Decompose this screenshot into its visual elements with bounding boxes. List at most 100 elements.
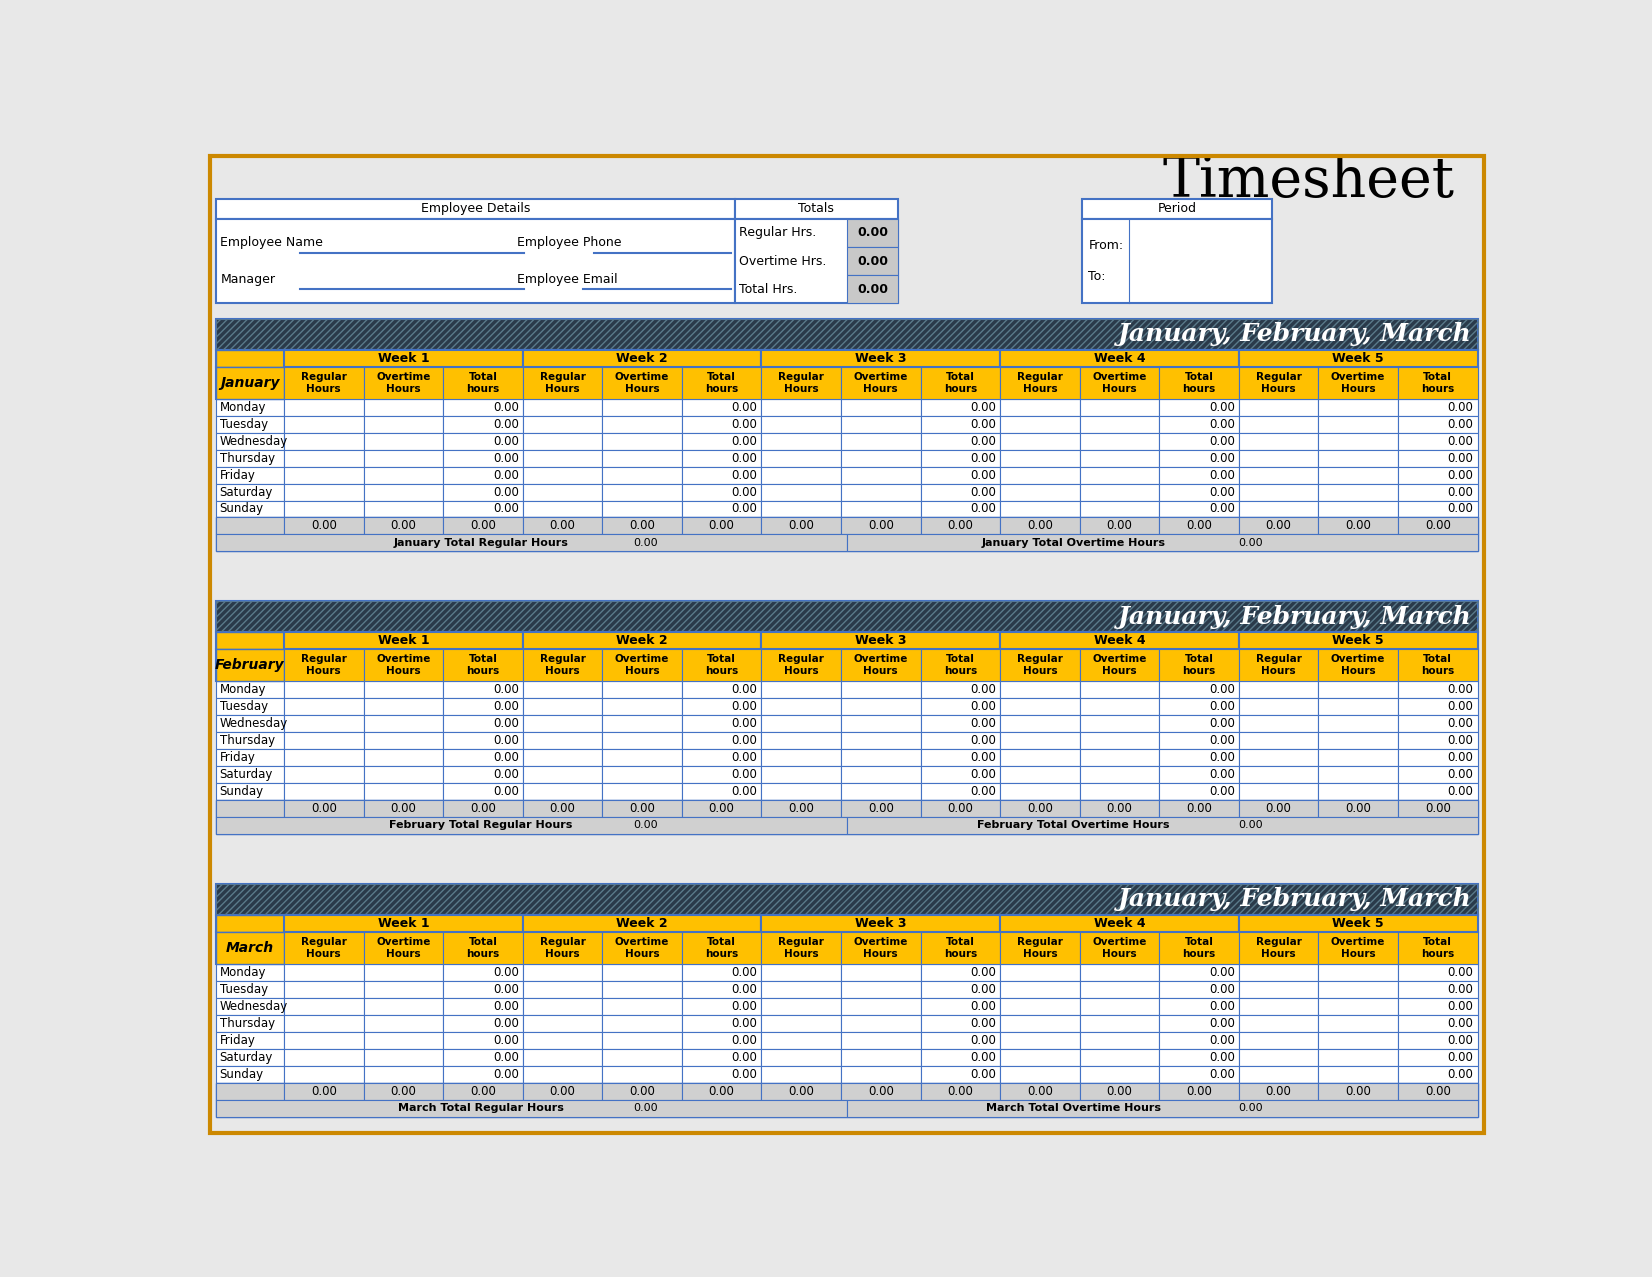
Bar xyxy=(999,484,1080,501)
Bar xyxy=(216,799,284,817)
Bar xyxy=(216,884,1477,914)
Bar xyxy=(920,649,999,682)
Bar xyxy=(999,1032,1080,1048)
Bar xyxy=(603,517,682,534)
Text: 0.00: 0.00 xyxy=(1209,469,1236,481)
Bar xyxy=(443,981,522,997)
Bar xyxy=(762,964,841,981)
Bar xyxy=(841,1015,920,1032)
Bar xyxy=(216,732,284,750)
Text: Overtime
Hours: Overtime Hours xyxy=(1332,937,1386,959)
Bar xyxy=(762,766,841,783)
Text: 0.00: 0.00 xyxy=(970,1000,996,1013)
Text: 0.00: 0.00 xyxy=(788,520,814,533)
Bar xyxy=(522,699,603,715)
Bar xyxy=(522,1066,603,1083)
Text: 0.00: 0.00 xyxy=(867,802,894,815)
Bar xyxy=(1080,1032,1160,1048)
Bar xyxy=(443,750,522,766)
Bar xyxy=(1080,964,1160,981)
Bar xyxy=(284,484,363,501)
Text: 0.00: 0.00 xyxy=(492,983,519,996)
Bar xyxy=(1160,1015,1239,1032)
Bar xyxy=(284,914,522,932)
Bar xyxy=(1080,398,1160,416)
Text: Total
hours: Total hours xyxy=(705,655,738,676)
Bar xyxy=(216,1099,847,1116)
Text: Week 5: Week 5 xyxy=(1332,635,1384,647)
Bar xyxy=(1239,450,1318,466)
Text: 0.00: 0.00 xyxy=(311,802,337,815)
Bar xyxy=(682,783,762,799)
Bar xyxy=(1398,1048,1477,1066)
Text: 0.00: 0.00 xyxy=(970,769,996,782)
Bar xyxy=(363,1015,443,1032)
Text: 0.00: 0.00 xyxy=(1447,718,1474,730)
Bar xyxy=(216,601,1477,632)
Bar xyxy=(603,997,682,1015)
Bar xyxy=(216,350,1477,366)
Bar xyxy=(1239,649,1318,682)
Bar xyxy=(216,932,1477,964)
Bar xyxy=(284,433,363,450)
Text: 0.00: 0.00 xyxy=(492,769,519,782)
Bar xyxy=(999,398,1080,416)
Bar xyxy=(363,715,443,732)
Bar xyxy=(1080,450,1160,466)
Text: 0.00: 0.00 xyxy=(732,1068,758,1080)
Bar xyxy=(284,699,363,715)
Text: Friday: Friday xyxy=(220,1034,256,1047)
Bar xyxy=(284,398,363,416)
Bar xyxy=(603,1048,682,1066)
Bar xyxy=(682,964,762,981)
Bar xyxy=(603,732,682,750)
Text: Saturday: Saturday xyxy=(220,769,273,782)
Bar xyxy=(1160,1048,1239,1066)
Text: 0.00: 0.00 xyxy=(732,751,758,764)
Text: Sunday: Sunday xyxy=(220,785,264,798)
Text: 0.00: 0.00 xyxy=(1028,520,1052,533)
Text: Total
hours: Total hours xyxy=(466,372,499,393)
Bar xyxy=(522,484,603,501)
Bar xyxy=(841,366,920,398)
Text: Regular
Hours: Regular Hours xyxy=(1018,655,1062,676)
Bar xyxy=(216,766,284,783)
Text: 0.00: 0.00 xyxy=(867,1084,894,1098)
Bar xyxy=(846,1099,1477,1116)
Bar xyxy=(1080,997,1160,1015)
Bar xyxy=(841,517,920,534)
Text: 0.00: 0.00 xyxy=(1209,683,1236,696)
Text: Total
hours: Total hours xyxy=(1421,655,1454,676)
Text: From:: From: xyxy=(1089,239,1123,253)
Bar xyxy=(841,501,920,517)
Text: 0.00: 0.00 xyxy=(1107,1084,1132,1098)
Bar xyxy=(920,1048,999,1066)
Bar xyxy=(1160,450,1239,466)
Bar xyxy=(216,1099,1477,1116)
Bar xyxy=(1080,366,1160,398)
Text: Total
hours: Total hours xyxy=(943,372,976,393)
Bar xyxy=(846,817,1477,834)
Bar xyxy=(682,416,762,433)
Bar xyxy=(999,732,1080,750)
Bar xyxy=(920,783,999,799)
Bar xyxy=(1398,450,1477,466)
Bar xyxy=(1398,1066,1477,1083)
Text: 0.00: 0.00 xyxy=(492,1051,519,1064)
Bar xyxy=(1239,632,1477,649)
Text: 0.00: 0.00 xyxy=(1265,802,1292,815)
Bar xyxy=(1160,416,1239,433)
Bar xyxy=(603,932,682,964)
Bar xyxy=(522,766,603,783)
Text: 0.00: 0.00 xyxy=(857,254,889,268)
Bar xyxy=(762,932,841,964)
Bar xyxy=(1318,484,1398,501)
Bar xyxy=(1080,416,1160,433)
Bar xyxy=(762,484,841,501)
Bar xyxy=(841,964,920,981)
Bar xyxy=(443,997,522,1015)
Bar xyxy=(363,366,443,398)
Text: 0.00: 0.00 xyxy=(1424,1084,1450,1098)
Bar xyxy=(284,932,363,964)
Text: 0.00: 0.00 xyxy=(732,718,758,730)
